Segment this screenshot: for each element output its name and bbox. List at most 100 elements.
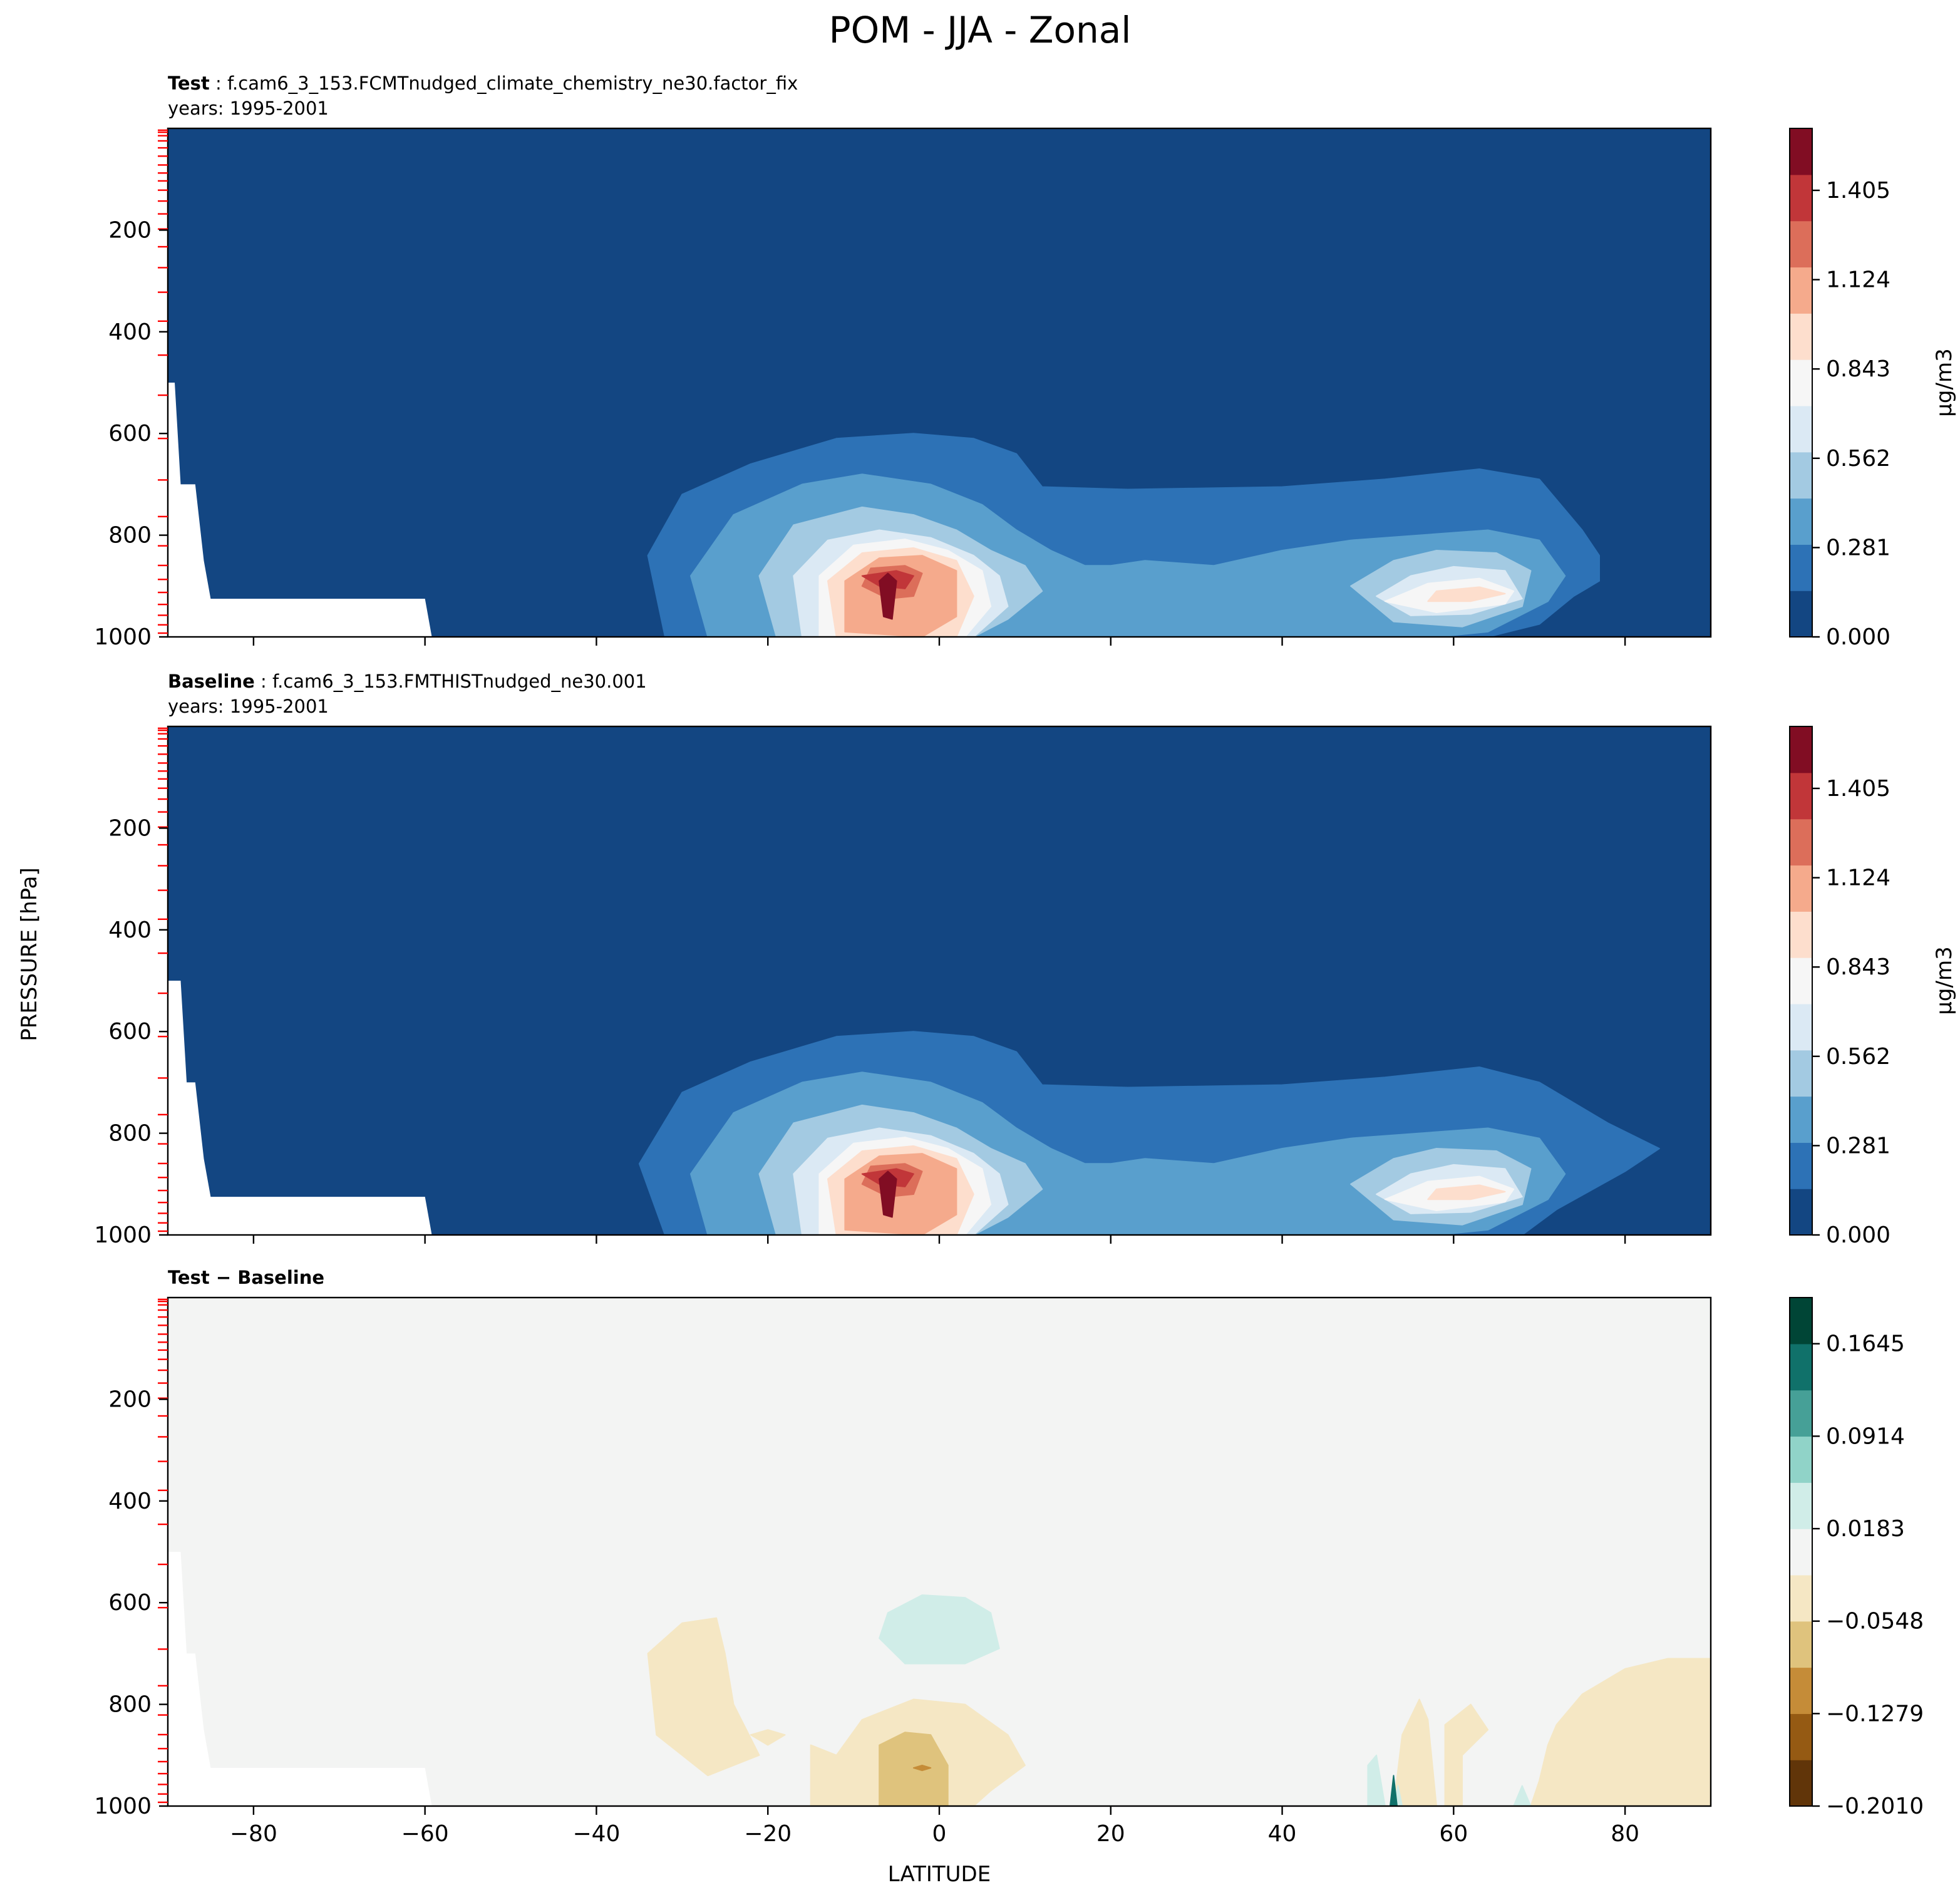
colorbar-tick-label: 0.562	[1826, 446, 1890, 472]
colorbar-tick-label: 0.281	[1826, 1133, 1890, 1159]
colorbar-segment	[1790, 174, 1812, 222]
colorbar-tick-label: 1.124	[1826, 267, 1890, 293]
missing-data-region	[168, 1552, 432, 1806]
colorbar-segment	[1790, 1390, 1812, 1437]
y-tick-label: 800	[108, 1121, 152, 1147]
contour-region	[879, 572, 897, 620]
colorbar-segment	[1790, 1189, 1812, 1236]
colorbar-segment	[1790, 1142, 1812, 1189]
y-tick-label: 800	[108, 523, 152, 549]
colorbar-segment	[1790, 1050, 1812, 1097]
y-tick-label: 400	[108, 319, 152, 345]
y-tick-label: 1000	[94, 624, 152, 650]
colorbar-segment	[1790, 1482, 1812, 1529]
x-tick-label: −20	[744, 1821, 792, 1847]
contour-region	[1513, 1785, 1532, 1806]
colorbar-diff: −0.2010 −0.1279 −0.0548 0.0183 0.0914 0.1645	[1789, 1297, 1924, 1819]
colorbar-segment	[1790, 1298, 1812, 1345]
x-tick-label: 40	[1268, 1821, 1297, 1847]
colorbar-segment	[1790, 1760, 1812, 1807]
panel-baseline: 200 400 600 800 1000 Baseline : f.cam6_3_153.…	[94, 671, 1957, 1248]
plot-area	[168, 1298, 1711, 1806]
colorbar-segment	[1790, 452, 1812, 499]
colorbar-tick-label: 0.0914	[1826, 1423, 1905, 1449]
colorbar-segment	[1790, 1621, 1812, 1668]
y-axis-label: PRESSURE [hPa]	[17, 867, 42, 1041]
panel-title-bold: Test	[168, 73, 210, 94]
panel-title-case: : f.cam6_3_153.FCMTnudged_climate_chemis…	[210, 73, 798, 94]
colorbar-test: 0.000 0.281 0.562 0.843 1.124 1.405 µg/m3	[1789, 128, 1957, 650]
y-tick-label: 400	[108, 1489, 152, 1514]
colorbar-segment	[1790, 1529, 1812, 1576]
colorbar-tick-label: 1.405	[1826, 178, 1890, 204]
contour-region	[1367, 1754, 1386, 1806]
colorbar-segment	[1790, 498, 1812, 545]
contour-region	[879, 1594, 1000, 1665]
colorbar-segment	[1790, 1096, 1812, 1143]
x-tick-label: −40	[572, 1821, 620, 1847]
colorbar-segment	[1790, 544, 1812, 591]
x-tick-label: 60	[1439, 1821, 1468, 1847]
y-tick-label: 600	[108, 1590, 152, 1616]
colorbar-label: µg/m3	[1932, 348, 1957, 416]
panel-title-bold: Baseline	[168, 671, 255, 692]
y-tick-label: 600	[108, 421, 152, 447]
colorbar-segment	[1790, 865, 1812, 912]
contour-region	[879, 1732, 949, 1806]
colorbar-baseline: 0.000 0.281 0.562 0.843 1.124 1.405 µg/m3	[1789, 726, 1957, 1248]
y-tick-label: 1000	[94, 1794, 152, 1819]
colorbar-segment	[1790, 726, 1812, 773]
panel-title: Baseline : f.cam6_3_153.FMTHISTnudged_ne…	[168, 671, 647, 692]
colorbar-tick-label: 0.562	[1826, 1044, 1890, 1070]
plot-area	[168, 726, 1711, 1235]
colorbar-frame	[1789, 726, 1813, 1236]
panel-title: Test − Baseline	[168, 1267, 324, 1288]
x-axis-label: LATITUDE	[888, 1862, 991, 1887]
x-tick-label: 0	[932, 1821, 947, 1847]
y-tick-label: 200	[108, 217, 152, 243]
colorbar-segment	[1790, 1667, 1812, 1714]
contour-region	[750, 1729, 786, 1746]
contour-region	[1530, 1658, 1711, 1806]
colorbar-frame	[1789, 1297, 1813, 1807]
contour-region	[912, 1765, 932, 1772]
panel-subtitle: years: 1995-2001	[168, 696, 329, 717]
figure-title: POM - JJA - Zonal	[829, 9, 1132, 51]
missing-data-region	[168, 981, 432, 1235]
colorbar-segment	[1790, 1713, 1812, 1760]
colorbar-tick-label: 1.124	[1826, 865, 1890, 891]
contour-region	[1390, 1775, 1398, 1806]
colorbar-segment	[1790, 591, 1812, 638]
plot-area	[168, 128, 1711, 637]
colorbar-tick-label: 0.000	[1826, 1222, 1890, 1248]
colorbar-segment	[1790, 818, 1812, 866]
contour-region	[1393, 1698, 1437, 1806]
contour-region	[647, 1617, 760, 1777]
colorbar-segment	[1790, 267, 1812, 314]
colorbar-tick-label: 0.281	[1826, 535, 1890, 560]
colorbar-segment	[1790, 911, 1812, 958]
colorbar-frame	[1789, 128, 1813, 638]
colorbar-segment	[1790, 1574, 1812, 1622]
panel-test: 200 400 600 800 1000 Test : f.cam6_3_153.FCMT…	[94, 73, 1957, 650]
colorbar-segment	[1790, 1003, 1812, 1051]
colorbar-tick-label: 1.405	[1826, 776, 1890, 802]
x-tick-label: 20	[1096, 1821, 1125, 1847]
colorbar-segment	[1790, 313, 1812, 360]
contour-region	[1427, 1184, 1506, 1200]
y-tick-label: 600	[108, 1019, 152, 1045]
y-tick-label: 1000	[94, 1222, 152, 1248]
colorbar-tick-label: −0.1279	[1826, 1701, 1924, 1727]
colorbar-segment	[1790, 958, 1812, 1004]
missing-data-region	[168, 383, 432, 637]
colorbar-tick-label: 0.843	[1826, 954, 1890, 980]
panel-title: Test : f.cam6_3_153.FCMTnudged_climate_c…	[168, 73, 798, 94]
colorbar-segment	[1790, 359, 1812, 406]
x-tick-label: −80	[230, 1821, 277, 1847]
colorbar-tick-label: 0.1645	[1826, 1331, 1905, 1357]
colorbar-tick-label: 0.843	[1826, 356, 1890, 382]
panel-diff: 200 400 600 800 1000 −80 −60 −40 −20 0 20 40 60 80 Tes…	[94, 1267, 1924, 1847]
contour-region	[1427, 586, 1506, 602]
contour-region	[1444, 1703, 1489, 1806]
